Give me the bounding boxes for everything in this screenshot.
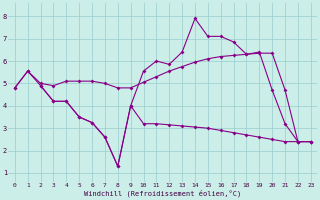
X-axis label: Windchill (Refroidissement éolien,°C): Windchill (Refroidissement éolien,°C) (84, 190, 242, 197)
